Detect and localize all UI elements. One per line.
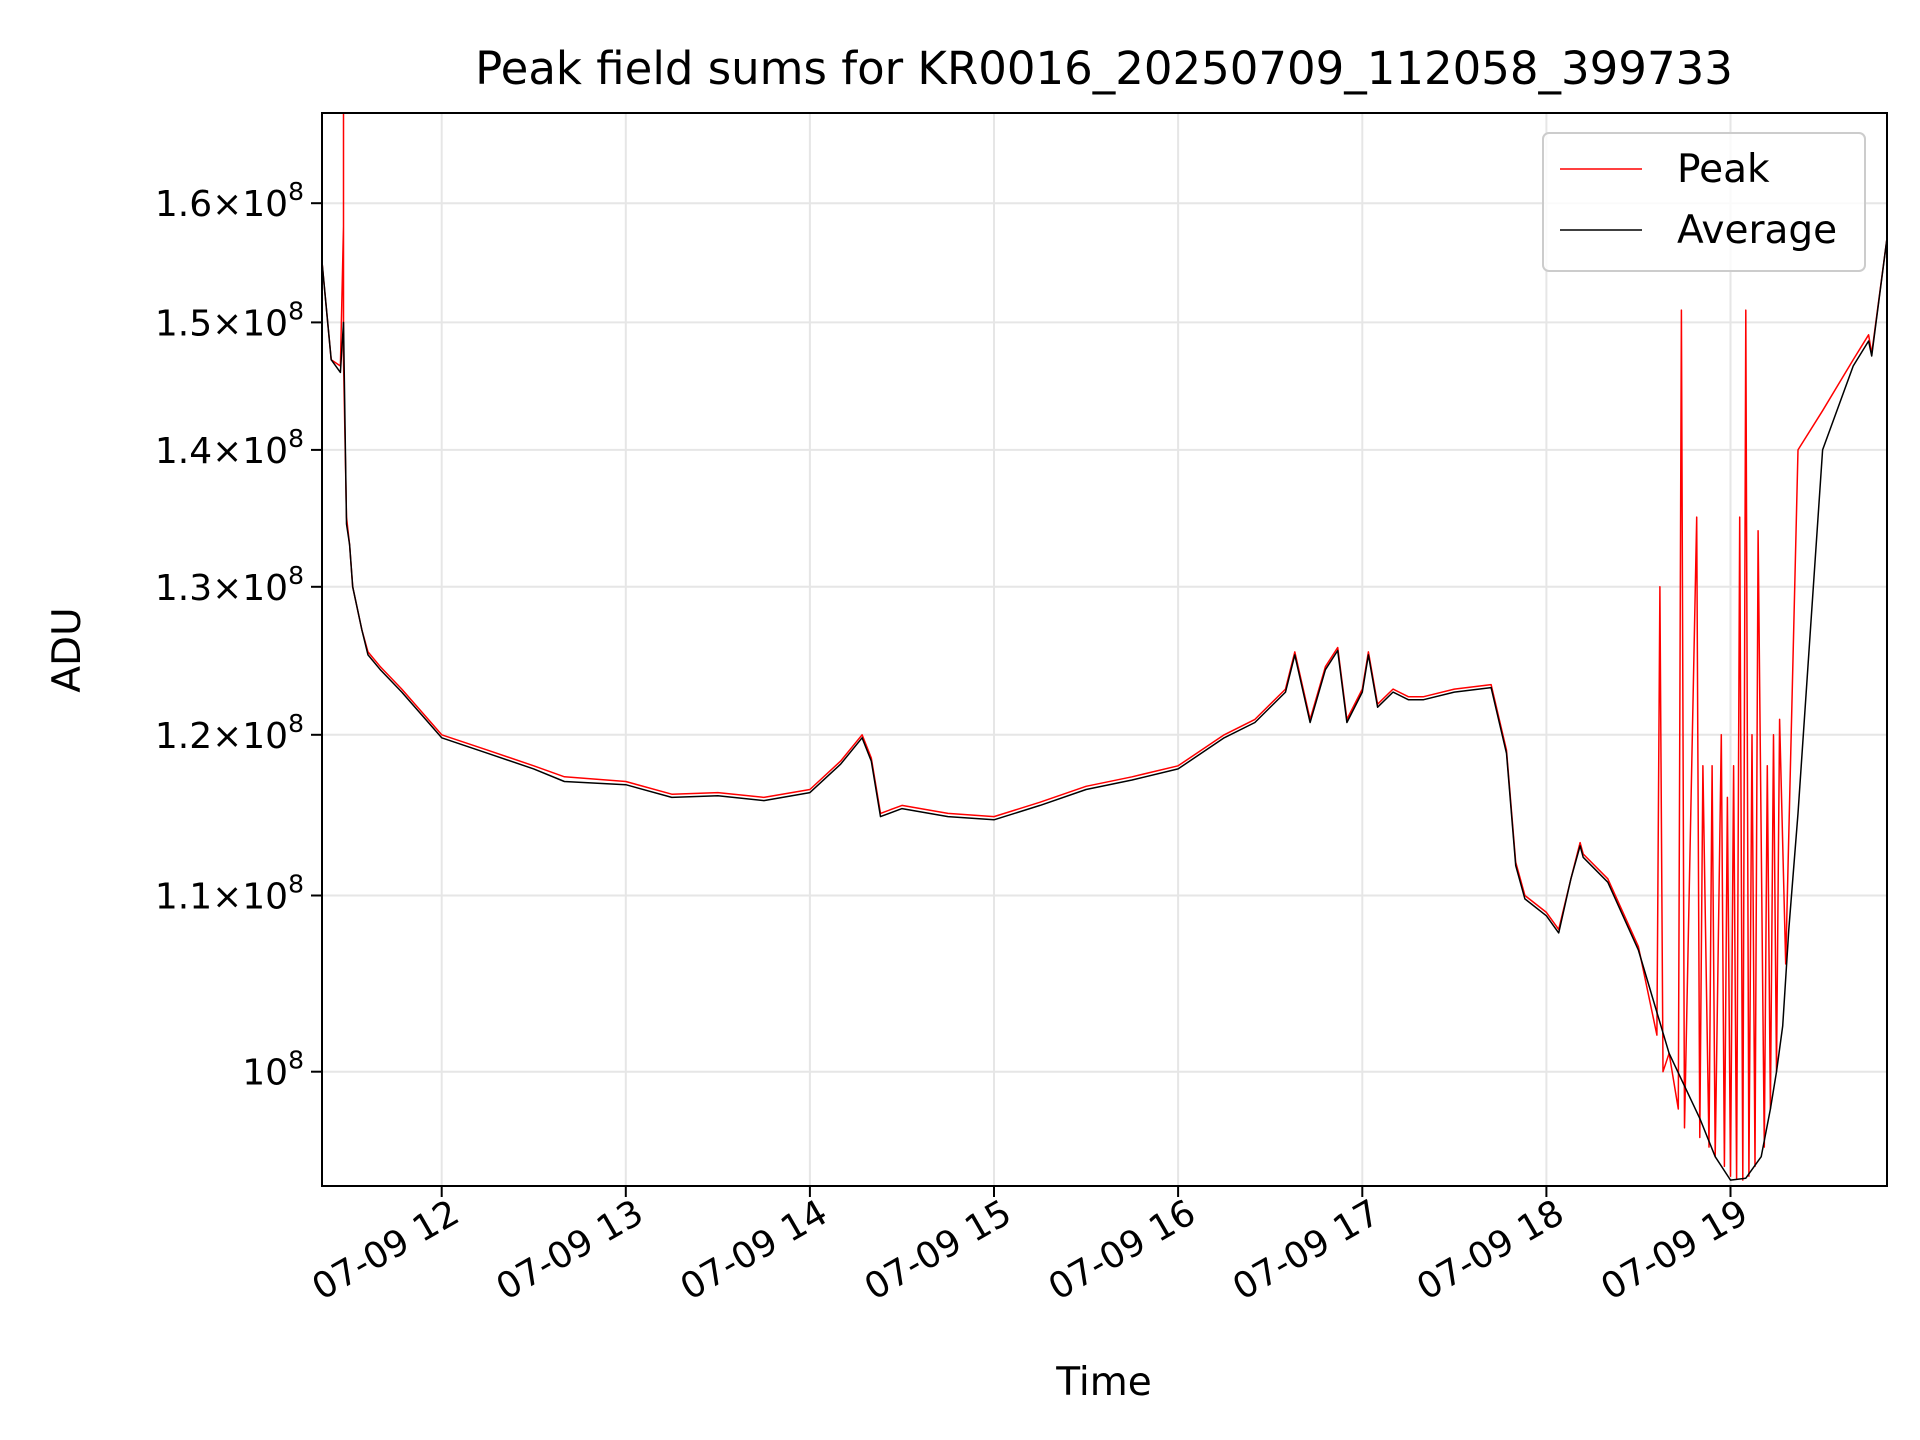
legend-box xyxy=(1542,132,1866,272)
legend: Peak Average xyxy=(1542,132,1866,272)
series-layer xyxy=(321,112,1888,1181)
legend-average-label: Average xyxy=(1677,208,1837,253)
legend-peak-label: Peak xyxy=(1677,147,1770,192)
y-axis: 108 1.1×108 1.2×108 1.3×108 1.4×108 1.5×108 1.… xyxy=(155,177,322,1094)
x-axis-label: Time xyxy=(1055,1360,1151,1405)
series-line-average xyxy=(321,238,1888,1181)
chart-title: Peak field sums for KR0016_20250709_1120… xyxy=(475,42,1733,95)
y-tick-label: 108 xyxy=(242,1046,304,1094)
plot-frame xyxy=(321,112,1888,1187)
grid xyxy=(322,113,1887,1186)
y-tick-label: 1.4×108 xyxy=(155,424,304,472)
y-tick-label: 1.2×108 xyxy=(155,709,304,757)
y-tick-label: 1.5×108 xyxy=(155,296,304,344)
y-tick-label: 1.1×108 xyxy=(155,870,304,918)
y-axis-label: ADU xyxy=(45,607,90,692)
y-tick-label: 1.6×108 xyxy=(155,177,304,225)
y-tick-label: 1.3×108 xyxy=(155,561,304,609)
